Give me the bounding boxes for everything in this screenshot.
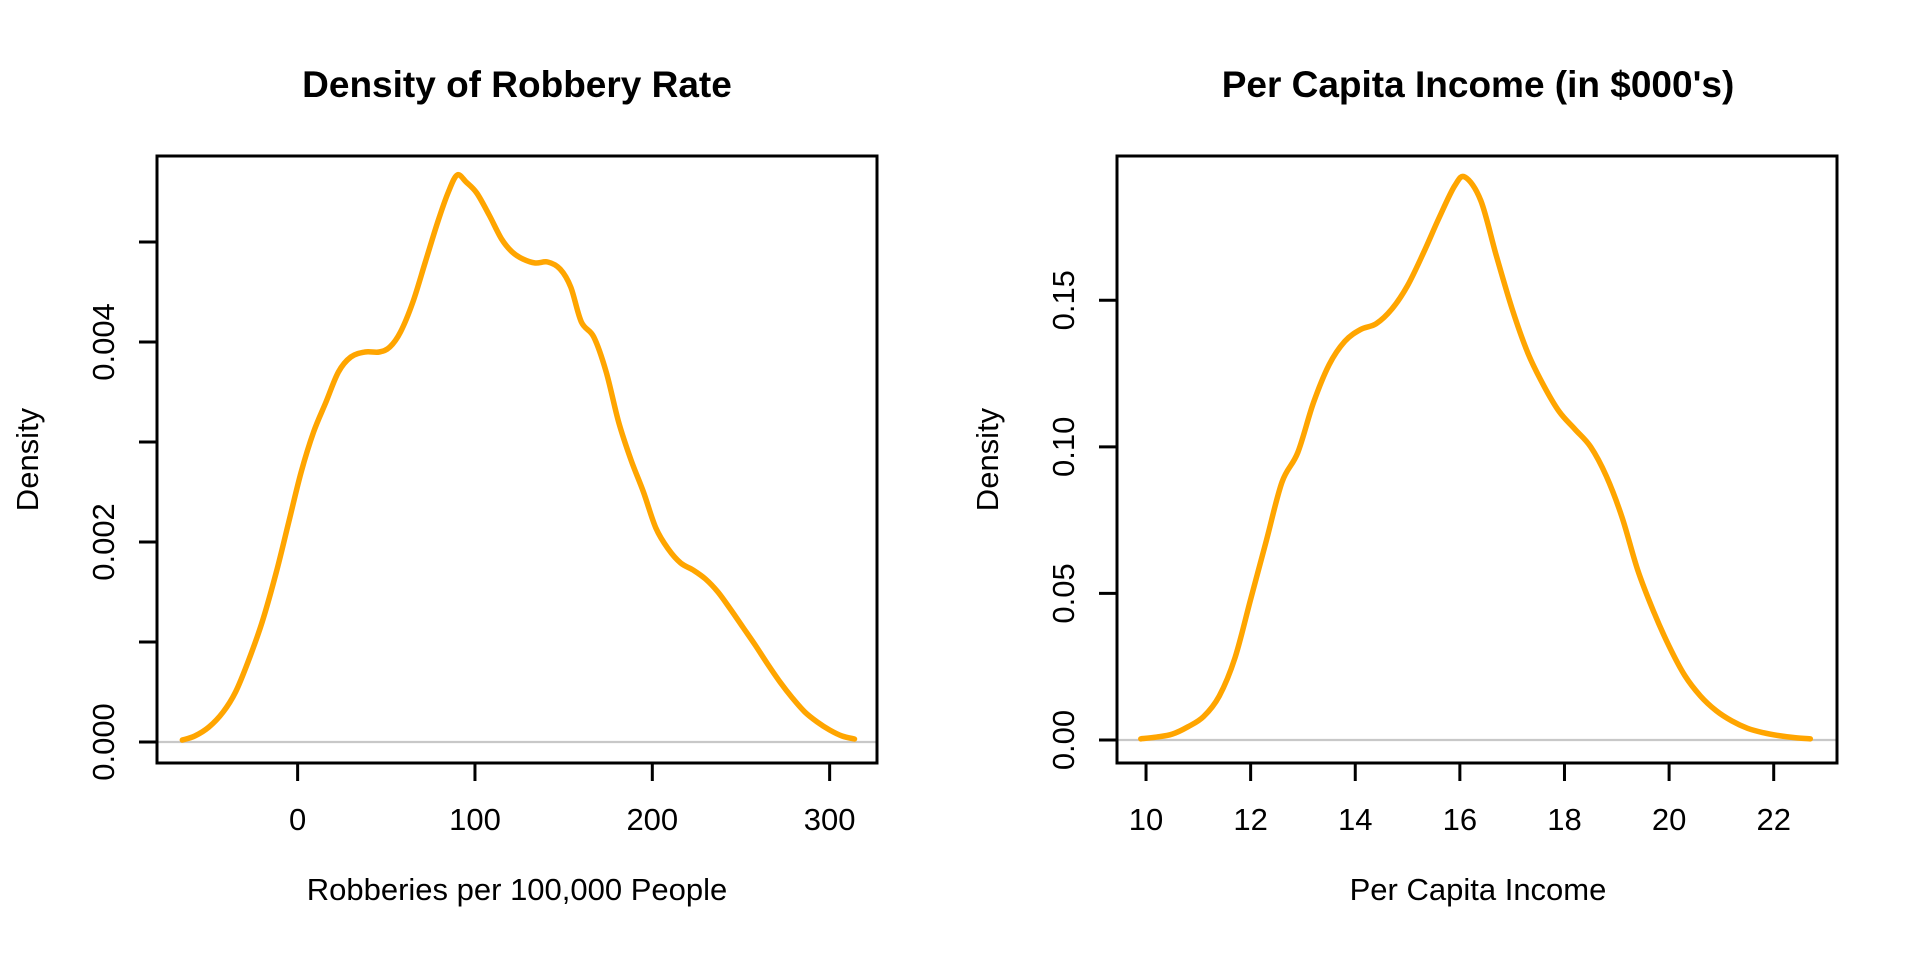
chart-title: Density of Robbery Rate [302, 64, 732, 105]
y-axis-label: Density [970, 407, 1005, 511]
x-axis-label: Robberies per 100,000 People [307, 872, 728, 907]
x-tick-label: 20 [1652, 802, 1686, 837]
x-tick-label: 18 [1547, 802, 1581, 837]
y-tick-label: 0.00 [1046, 710, 1081, 770]
x-tick-label: 10 [1129, 802, 1163, 837]
y-tick-label: 0.000 [86, 703, 121, 781]
panel-robbery-density: 0 100 200 300 0.000 0.002 0.004 Density of Rob… [10, 64, 879, 907]
x-tick-label: 300 [804, 802, 856, 837]
x-axis-label: Per Capita Income [1350, 872, 1607, 907]
robbery-plot-area: 0 100 200 300 0.000 0.002 0.004 [86, 154, 879, 837]
x-tick-label: 12 [1233, 802, 1267, 837]
panel-income-density: 10 12 14 16 18 20 22 0.00 0.05 0.10 0.15 Per Capit… [960, 0, 1920, 960]
density-curve [1138, 173, 1814, 742]
y-axis-label: Density [10, 407, 45, 511]
y-tick-label: 0.05 [1046, 563, 1081, 623]
income-density-chart: 10 12 14 16 18 20 22 0.00 0.05 0.10 0.15 Per Capit… [960, 0, 1920, 960]
y-tick-label: 0.002 [86, 503, 121, 581]
income-plot-area: 10 12 14 16 18 20 22 0.00 0.05 0.10 0.15 [1046, 154, 1839, 837]
y-tick-label: 0.004 [86, 303, 121, 381]
x-tick-label: 200 [626, 802, 678, 837]
x-tick-label: 16 [1443, 802, 1477, 837]
robbery-density-chart: 0 100 200 300 0.000 0.002 0.004 Density of Rob… [10, 64, 879, 907]
plot-box [155, 154, 879, 765]
y-tick-label: 0.10 [1046, 417, 1081, 477]
x-tick-label: 100 [449, 802, 501, 837]
density-curve [179, 172, 858, 743]
y-tick-label: 0.15 [1046, 270, 1081, 330]
x-tick-label: 22 [1756, 802, 1790, 837]
x-tick-label: 14 [1338, 802, 1372, 837]
plot-box [1115, 154, 1839, 765]
chart-title: Per Capita Income (in $000's) [1222, 64, 1735, 105]
x-tick-label: 0 [289, 802, 306, 837]
